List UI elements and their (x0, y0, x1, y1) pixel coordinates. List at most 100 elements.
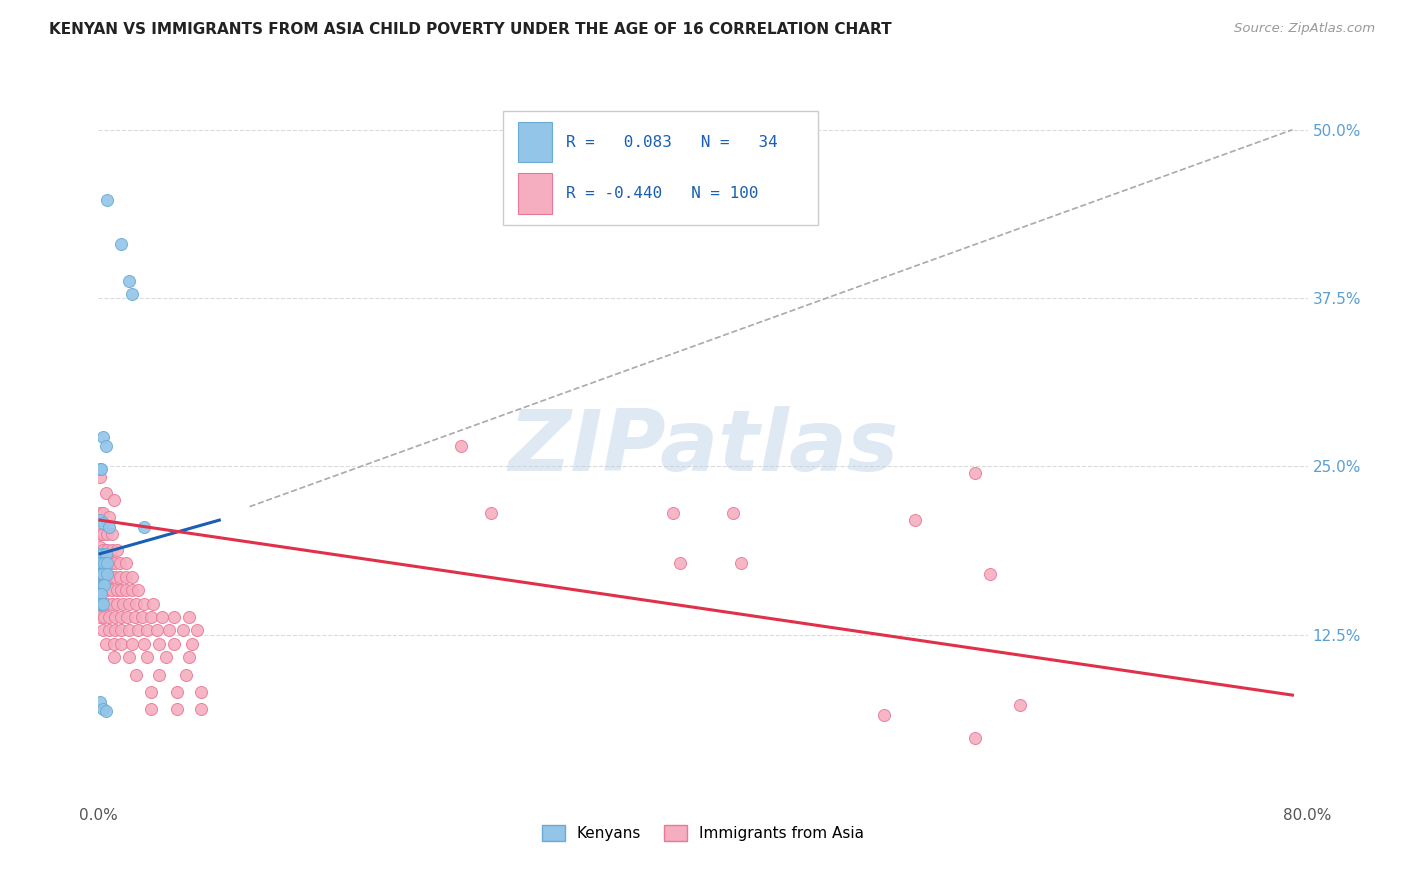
Point (132, 597, 155, 611)
Point (148, 637, 170, 651)
Point (155, 650, 177, 665)
Point (108, 569, 131, 583)
Point (90, 597, 112, 611)
Point (186, 624, 208, 638)
Point (103, 650, 125, 665)
Point (669, 556, 692, 570)
Point (94, 569, 117, 583)
Point (89, 526, 111, 541)
Text: R =   0.083   N =   34: R = 0.083 N = 34 (567, 135, 778, 150)
Point (91, 430, 114, 444)
Text: Source: ZipAtlas.com: Source: ZipAtlas.com (1234, 22, 1375, 36)
Point (91, 516, 114, 530)
Point (89, 556, 111, 570)
Point (965, 731, 987, 746)
Point (93, 610, 115, 624)
Point (873, 708, 896, 723)
Point (131, 610, 153, 624)
Point (163, 610, 186, 624)
Bar (517, 173, 553, 214)
Point (98, 520, 121, 534)
Point (104, 556, 127, 570)
Point (114, 556, 136, 570)
Bar (517, 121, 553, 162)
Point (101, 526, 124, 541)
Point (89, 597, 111, 611)
Point (89, 540, 111, 554)
Point (90, 578, 112, 592)
Point (132, 637, 155, 651)
Point (190, 685, 212, 699)
Point (979, 566, 1001, 581)
Point (141, 701, 163, 715)
Point (89, 578, 111, 592)
Point (118, 273, 141, 287)
Point (110, 237, 132, 252)
Point (118, 597, 141, 611)
Point (150, 610, 173, 624)
Point (89, 470, 111, 484)
Point (94, 637, 117, 651)
Point (91, 701, 114, 715)
Point (94, 556, 117, 570)
Point (91, 583, 114, 598)
Point (89, 569, 111, 583)
Point (110, 637, 132, 651)
Point (100, 569, 122, 583)
Point (96, 542, 118, 557)
Point (101, 542, 124, 557)
Point (965, 466, 987, 480)
Point (91, 547, 114, 561)
Point (91, 597, 114, 611)
Point (89, 513, 111, 527)
Point (121, 569, 143, 583)
Point (110, 610, 132, 624)
Point (481, 507, 503, 521)
Point (91, 569, 114, 583)
Point (89, 556, 111, 570)
Point (179, 650, 201, 665)
Point (89, 547, 111, 561)
Point (98, 510, 121, 524)
Point (166, 685, 188, 699)
Point (108, 556, 131, 570)
Point (172, 624, 194, 638)
Point (96, 556, 118, 570)
Point (91, 507, 114, 521)
Point (89, 507, 111, 521)
Point (142, 597, 165, 611)
Point (181, 637, 204, 651)
Point (98, 624, 121, 638)
Point (118, 650, 141, 665)
Point (91, 556, 114, 570)
Point (110, 624, 132, 638)
Point (89, 597, 111, 611)
Point (115, 610, 138, 624)
Point (91, 597, 114, 611)
Point (98, 610, 121, 624)
Text: KENYAN VS IMMIGRANTS FROM ASIA CHILD POVERTY UNDER THE AGE OF 16 CORRELATION CHA: KENYAN VS IMMIGRANTS FROM ASIA CHILD POV… (49, 22, 891, 37)
Point (661, 507, 683, 521)
Point (132, 520, 155, 534)
Point (103, 637, 125, 651)
Point (127, 583, 149, 598)
Point (103, 492, 125, 507)
Point (121, 583, 143, 598)
Point (118, 624, 141, 638)
Point (730, 556, 752, 570)
Point (105, 542, 128, 557)
Point (110, 583, 132, 598)
Point (96, 566, 118, 581)
Point (91, 526, 114, 541)
Point (141, 610, 163, 624)
Point (101, 597, 124, 611)
Point (96, 193, 118, 207)
Point (90, 587, 112, 601)
Point (723, 507, 745, 521)
Point (94, 547, 117, 561)
Point (101, 583, 124, 598)
Point (93, 578, 115, 592)
Legend: Kenyans, Immigrants from Asia: Kenyans, Immigrants from Asia (536, 819, 870, 847)
Point (179, 610, 201, 624)
Point (121, 637, 143, 651)
